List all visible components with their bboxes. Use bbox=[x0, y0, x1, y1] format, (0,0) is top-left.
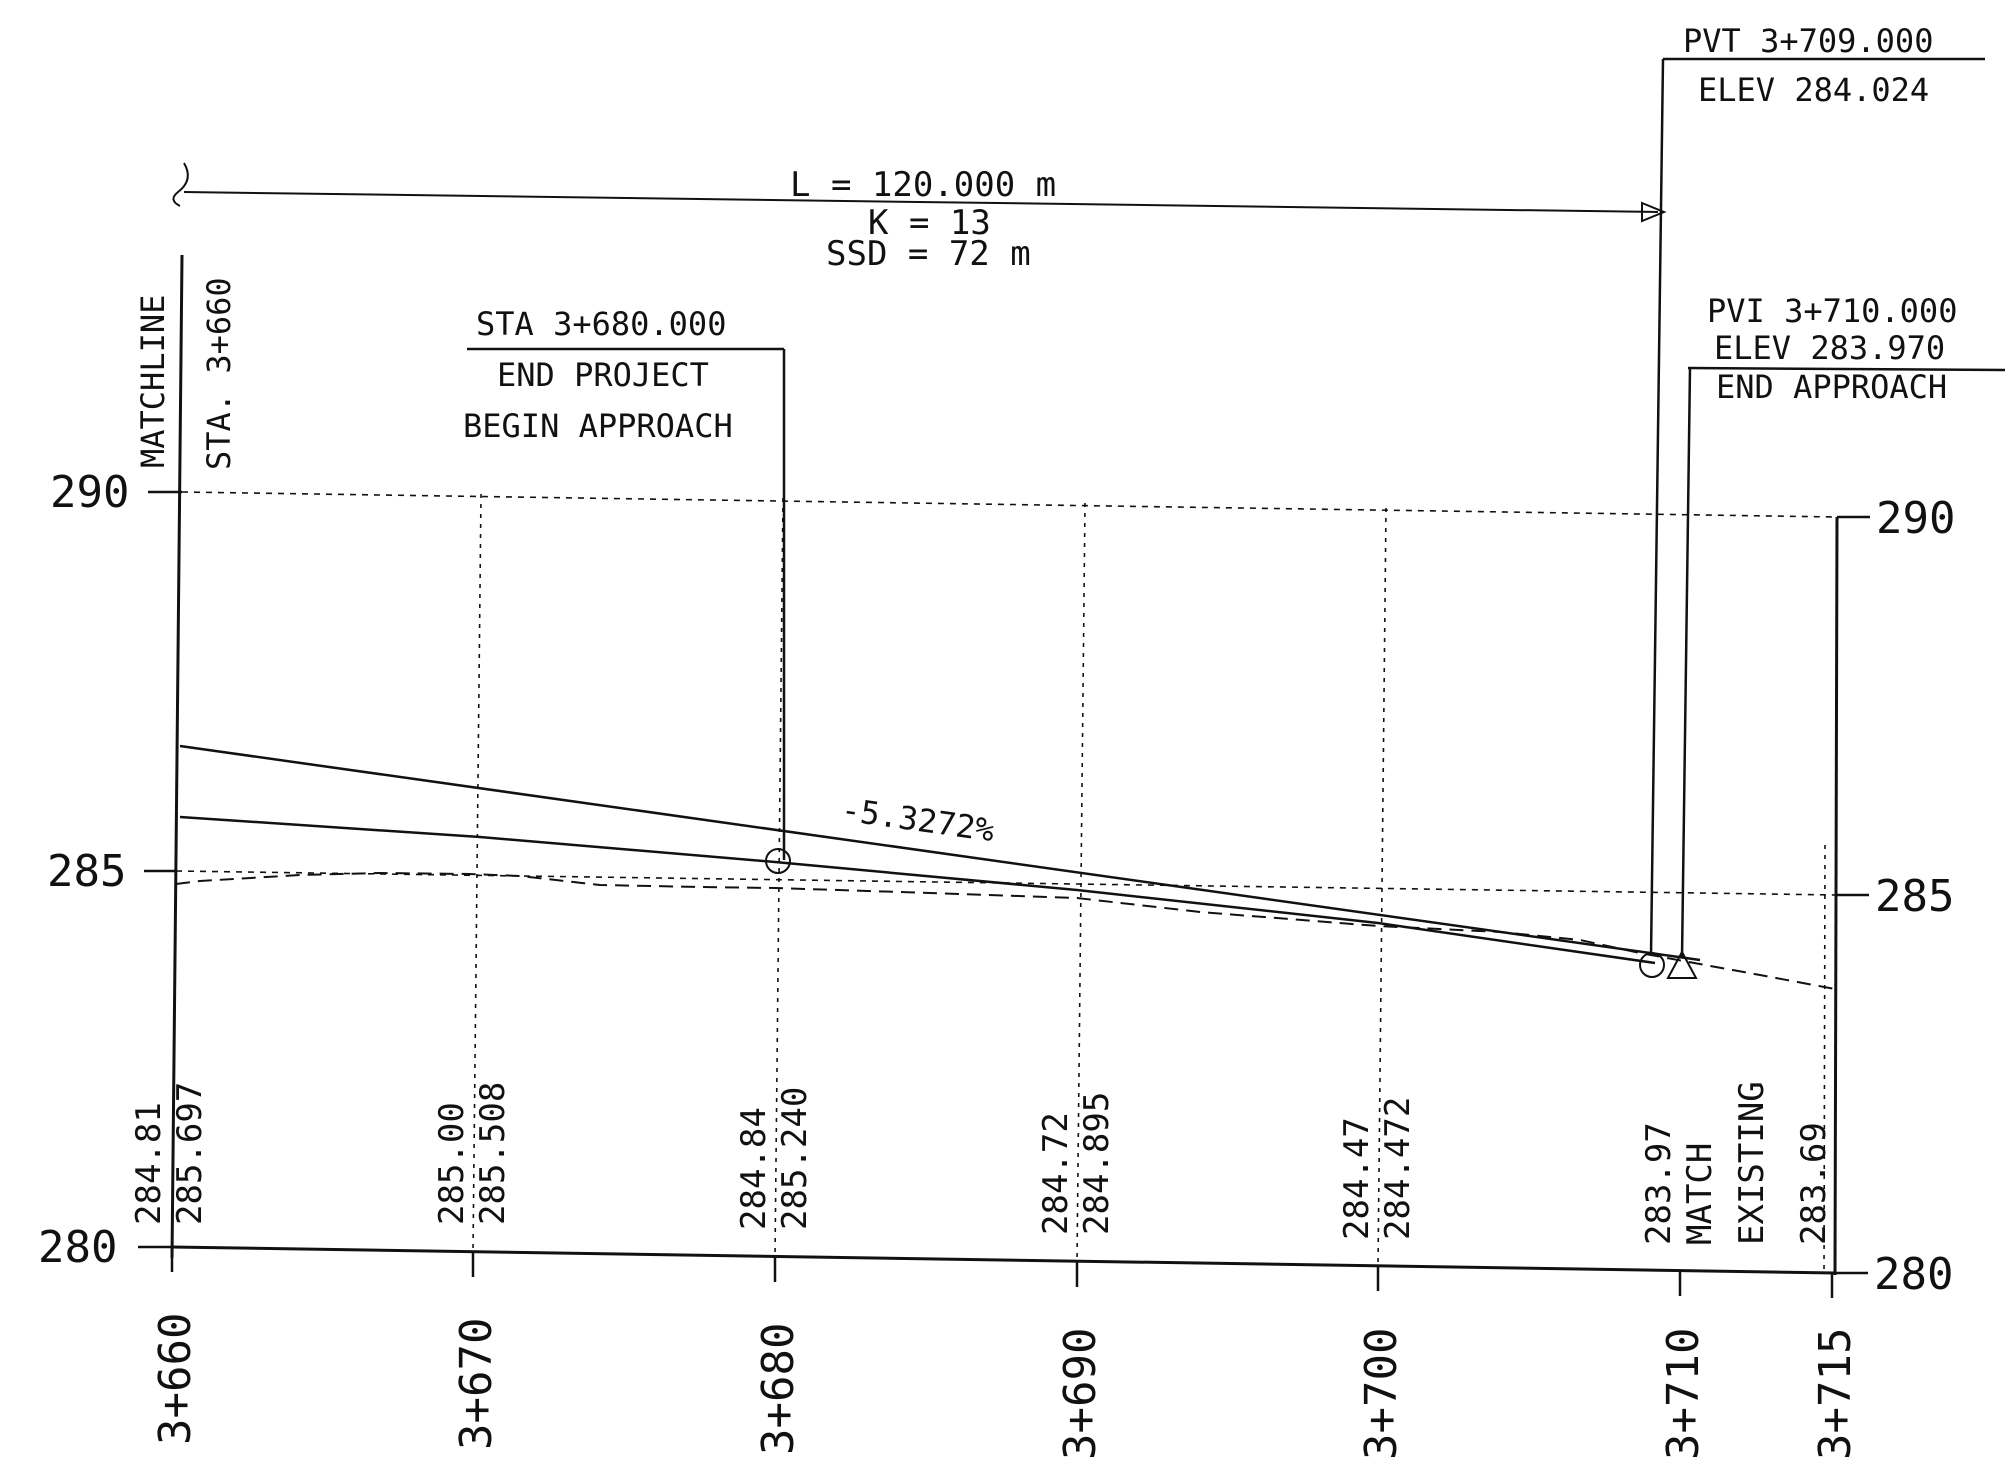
curve-ssd-label: SSD = 72 m bbox=[826, 234, 1031, 274]
vertical-curve-dimension: L = 120.000 m K = 13 SSD = 72 m bbox=[172, 162, 1667, 274]
station-gridline-3670 bbox=[472, 493, 482, 1253]
matchline-station-text: STA. 3+660 bbox=[200, 277, 238, 470]
station-ticks bbox=[170, 1247, 1834, 1298]
matchline-label: MATCHLINE STA. 3+660 bbox=[134, 277, 238, 470]
proposed-elev-3660: 285.697 bbox=[170, 1082, 210, 1225]
matchline-text: MATCHLINE bbox=[134, 295, 172, 468]
existing-elev-3670: 285.00 bbox=[432, 1102, 472, 1225]
elev-label-right-285: 285 bbox=[1875, 871, 1954, 922]
curve-k-label: K = 13 bbox=[868, 203, 991, 243]
matchline-left-border bbox=[170, 254, 184, 1259]
pvt-marker bbox=[1639, 952, 1665, 978]
existing-elev-3660: 284.81 bbox=[129, 1102, 169, 1225]
pvt-elevation: ELEV 284.024 bbox=[1698, 71, 1929, 109]
pvt-station: PVT 3+709.000 bbox=[1683, 22, 1933, 60]
dimension-break-mark bbox=[172, 162, 189, 207]
datum-line-280 bbox=[171, 1245, 1836, 1275]
begin-callout-line2: BEGIN APPROACH bbox=[463, 407, 733, 445]
station-label-3710: 3+710 bbox=[1658, 1328, 1709, 1460]
station-label-3670: 3+670 bbox=[451, 1318, 502, 1450]
profile-frame bbox=[170, 254, 1839, 1276]
existing-elev-3715: 283.69 bbox=[1794, 1122, 1834, 1245]
elev-label-left-290: 290 bbox=[50, 467, 129, 518]
existing-label: EXISTING bbox=[1732, 1081, 1772, 1245]
station-gridline-3700 bbox=[1377, 507, 1387, 1267]
begin-approach-marker bbox=[765, 848, 791, 874]
begin-callout-station: STA 3+680.000 bbox=[476, 305, 726, 343]
existing-elev-3690: 284.72 bbox=[1036, 1112, 1076, 1235]
pvi-callout-leader bbox=[1680, 367, 1692, 959]
dimension-arrowhead bbox=[1641, 201, 1667, 223]
station-gridlines bbox=[472, 493, 1826, 1274]
station-label-3715: 3+715 bbox=[1810, 1328, 1861, 1460]
elev-label-right-290: 290 bbox=[1876, 493, 1955, 544]
gridline-290 bbox=[181, 491, 1838, 518]
existing-elev-3700: 284.47 bbox=[1337, 1117, 1377, 1240]
existing-ground-line bbox=[175, 871, 1836, 990]
existing-elev-3680: 284.84 bbox=[734, 1107, 774, 1230]
station-label-3690: 3+690 bbox=[1055, 1328, 1106, 1460]
tangent-grade-line bbox=[179, 744, 1701, 962]
elev-label-left-285: 285 bbox=[47, 846, 126, 897]
begin-callout-line1: END PROJECT bbox=[497, 356, 709, 394]
station-elevation-values: 284.81 285.697 285.00 285.508 284.84 285… bbox=[129, 1081, 1834, 1245]
pvt-callout-leader bbox=[1649, 58, 1665, 956]
elev-label-left-280: 280 bbox=[38, 1222, 117, 1273]
pvi-station: PVI 3+710.000 bbox=[1707, 292, 1957, 330]
station-gridline-3680 bbox=[774, 497, 784, 1258]
station-gridline-3715 bbox=[1823, 844, 1826, 1274]
elevation-ticks bbox=[138, 490, 1870, 1275]
station-label-3680: 3+680 bbox=[753, 1323, 804, 1455]
station-gridline-3690 bbox=[1076, 502, 1086, 1263]
dimension-line bbox=[183, 191, 1659, 213]
match-label: MATCH bbox=[1680, 1143, 1720, 1245]
grade-label: -5.3272% bbox=[839, 790, 997, 849]
proposed-elev-3700: 284.472 bbox=[1378, 1097, 1418, 1240]
pvi-elevation: ELEV 283.970 bbox=[1714, 329, 1945, 367]
elevation-labels: 290 285 280 290 285 280 bbox=[38, 467, 1955, 1300]
station-label-3660: 3+660 bbox=[150, 1313, 201, 1445]
existing-elev-3710: 283.97 bbox=[1639, 1122, 1679, 1245]
elev-label-right-280: 280 bbox=[1874, 1249, 1953, 1300]
pvt-callout: PVT 3+709.000 ELEV 284.024 bbox=[1639, 22, 1985, 978]
station-labels: 3+660 3+670 3+680 3+690 3+700 3+710 3+71… bbox=[150, 1313, 1861, 1460]
curve-length-label: L = 120.000 m bbox=[790, 165, 1056, 205]
proposed-profile-line bbox=[179, 815, 1656, 965]
proposed-elev-3680: 285.240 bbox=[775, 1087, 815, 1230]
pvi-callout-underline bbox=[1687, 366, 2005, 372]
pvi-note: END APPROACH bbox=[1716, 368, 1947, 406]
station-label-3700: 3+700 bbox=[1356, 1328, 1407, 1460]
pvi-marker bbox=[1666, 949, 1698, 979]
pvi-callout: PVI 3+710.000 ELEV 283.970 END APPROACH bbox=[1666, 292, 2005, 979]
begin-approach-callout: STA 3+680.000 END PROJECT BEGIN APPROACH bbox=[463, 305, 791, 874]
proposed-elev-3690: 284.895 bbox=[1077, 1092, 1117, 1235]
proposed-elev-3670: 285.508 bbox=[473, 1082, 513, 1225]
